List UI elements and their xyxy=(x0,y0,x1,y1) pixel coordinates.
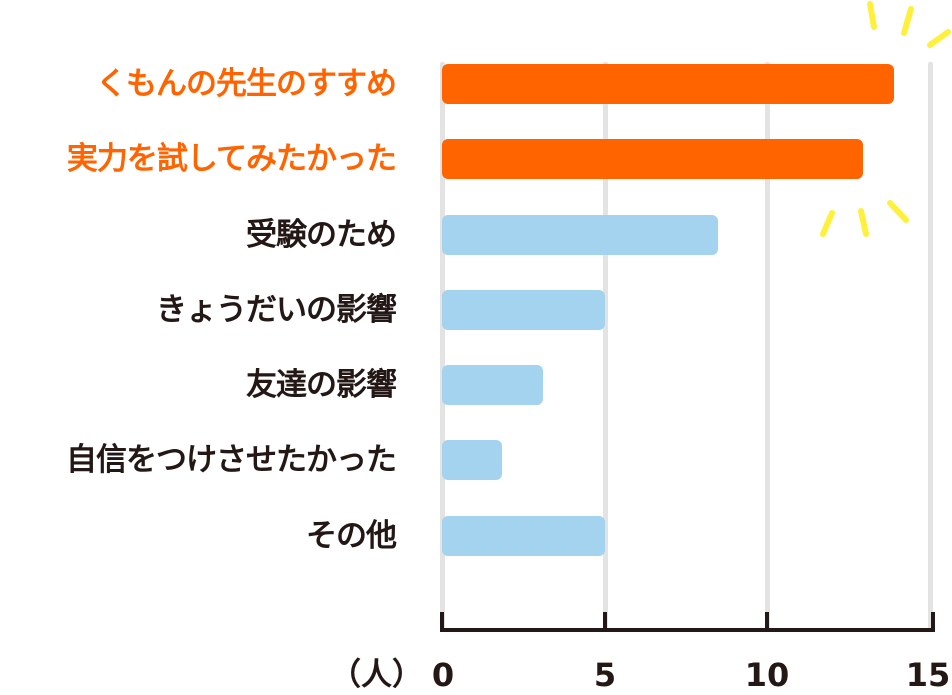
category-label: 受験のため xyxy=(246,217,397,253)
bar xyxy=(442,440,502,480)
category-label: その他 xyxy=(306,518,397,554)
gridline-10 xyxy=(765,62,770,630)
x-axis-unit-label: （人） xyxy=(330,657,423,693)
category-label: 実力を試してみたかった xyxy=(66,141,397,177)
x-tick-label: 0 xyxy=(431,656,455,694)
category-label: 友達の影響 xyxy=(246,367,397,403)
x-axis-tick xyxy=(765,612,769,632)
bar-highlight xyxy=(442,139,863,179)
x-tick-label: 5 xyxy=(593,656,617,694)
bar xyxy=(442,365,543,405)
x-tick-label: 10 xyxy=(744,656,790,694)
x-axis-tick xyxy=(603,612,607,632)
x-tick-label: 15 xyxy=(905,656,951,694)
gridline-0 xyxy=(440,62,445,630)
x-axis-line xyxy=(440,628,935,632)
x-axis-tick xyxy=(931,612,935,632)
bar xyxy=(442,290,605,330)
bar xyxy=(442,516,605,556)
category-label: きょうだいの影響 xyxy=(156,292,397,328)
bar xyxy=(442,215,718,255)
x-axis-tick xyxy=(440,612,444,632)
category-label: 自信をつけさせたかった xyxy=(66,442,397,478)
gridline-5 xyxy=(603,62,608,630)
category-label: くもんの先生のすすめ xyxy=(96,66,397,102)
gridline-15 xyxy=(928,62,933,630)
bar-highlight xyxy=(442,64,894,104)
